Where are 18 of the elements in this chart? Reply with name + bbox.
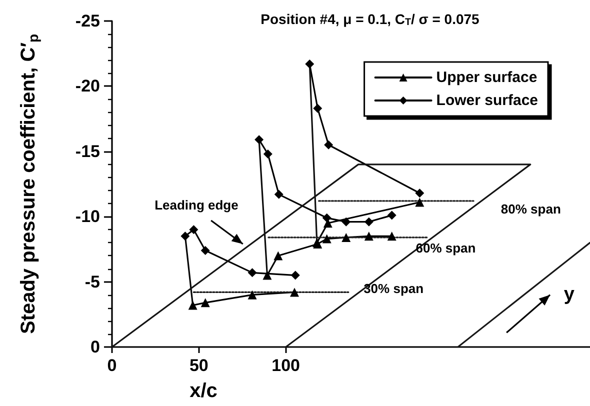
annotation: y: [564, 284, 575, 305]
annotation: 60% span: [416, 240, 476, 256]
y-tick-label: -15: [75, 142, 100, 161]
y-tick-label: -5: [84, 272, 100, 292]
annotation: Leading edge: [154, 198, 238, 213]
x-axis-title: x/c: [190, 380, 218, 402]
x-tick-label: 100: [272, 356, 300, 375]
x-tick-label: 0: [107, 356, 117, 375]
annotation: 80% span: [500, 202, 561, 217]
y-tick-label: 0: [90, 338, 100, 356]
x-tick-label: 50: [189, 356, 208, 375]
annotation: 30% span: [364, 281, 424, 296]
legend-label: Lower surface: [436, 92, 538, 109]
y-tick-label: -10: [75, 207, 100, 226]
y-axis-title: Steady pressure coefficient, C′p: [18, 34, 41, 334]
y-tick-label: -25: [75, 12, 100, 30]
legend-label: Upper surface: [436, 69, 538, 86]
y-tick-label: -20: [75, 76, 100, 96]
